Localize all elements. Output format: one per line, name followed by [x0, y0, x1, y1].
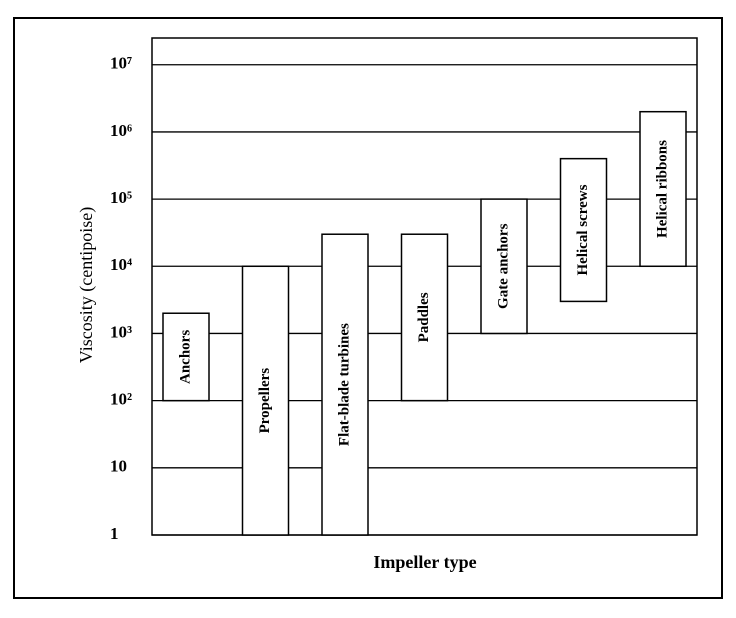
y-tick-label: 10⁴	[110, 255, 132, 274]
bar-label: Helical ribbons	[654, 140, 670, 238]
y-tick-label: 1	[110, 524, 119, 543]
bar-label: Flat-blade turbines	[336, 323, 352, 446]
bar-label: Anchors	[177, 330, 193, 384]
bar	[400, 233, 449, 402]
bar	[480, 198, 528, 335]
bar	[559, 157, 608, 303]
y-tick-label: 10⁶	[110, 121, 132, 140]
y-tick-label: 10²	[110, 390, 132, 409]
bar	[321, 233, 369, 536]
bar	[639, 110, 687, 268]
frame	[13, 17, 723, 599]
x-axis-label: Impeller type	[373, 552, 476, 572]
bar-label: Helical screws	[575, 184, 591, 275]
y-tick-label: 10⁷	[110, 54, 132, 73]
bar-label: Gate anchors	[495, 223, 511, 309]
y-tick-label: 10³	[110, 322, 132, 341]
bar-label: Paddles	[416, 292, 432, 342]
plot-border	[151, 37, 698, 536]
bar	[162, 312, 210, 402]
bar	[241, 265, 290, 536]
y-tick-label: 10⁵	[110, 188, 132, 207]
y-axis-label: Viscosity (centipoise)	[76, 207, 97, 363]
bar-label: Propellers	[257, 368, 273, 434]
y-tick-label: 10	[110, 457, 127, 476]
